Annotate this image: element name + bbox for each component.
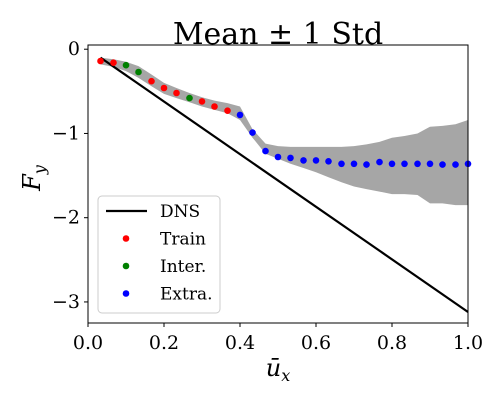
y-axis-label-main: F [18,173,46,192]
series-line-dns [99,56,469,313]
plot-area [97,56,472,313]
x-tick-label: 0.2 [149,332,179,354]
point-extra [236,111,244,119]
point-train [110,59,117,66]
x-tick-label: 0.6 [301,332,331,354]
y-axis-label: Fy [18,164,49,192]
x-axis-label-main: ū [266,354,281,382]
x-axis-label-subscript: x [281,366,290,385]
std-band [100,57,468,206]
y-axis-ticks: 0 −1 −2 −3 [52,38,88,313]
point-extra [376,158,383,166]
x-tick-label: 0.4 [225,332,255,354]
y-tick-label: −3 [52,291,80,313]
axes-frame [87,44,469,324]
legend-swatch-inter [122,262,130,270]
point-train [148,77,155,85]
point-extra [274,153,282,161]
point-extra [388,160,396,168]
point-train [173,89,180,97]
point-extra [439,161,446,168]
x-tick-label: 0.0 [73,332,103,354]
legend: DNS Train Inter. Extra. [97,195,221,314]
point-train [224,107,231,114]
legend-box [97,195,221,314]
point-extra [325,158,332,165]
point-extra [262,147,269,155]
point-train [97,57,104,65]
chart-title: Mean ± 1 Std [173,17,383,52]
x-tick-label: 0.8 [377,332,407,354]
point-extra [312,157,320,164]
legend-label-train: Train [160,230,206,250]
point-extra [350,160,358,168]
point-extra [363,161,370,168]
point-extra [287,154,294,162]
x-axis-label: ūx [266,354,291,385]
legend-swatch-extra [122,290,130,297]
point-extra [338,160,345,168]
x-tick-label: 1.0 [453,332,483,354]
point-inter [135,68,142,76]
y-tick-label: −2 [52,207,80,229]
point-train [198,98,206,105]
legend-entries: DNS Train Inter. Extra. [106,202,213,305]
legend-swatch-train [122,235,130,242]
point-extra [401,160,408,168]
point-extra [300,157,307,164]
legend-label-inter: Inter. [160,257,206,277]
legend-label-dns: DNS [160,202,200,222]
point-train [160,84,168,92]
point-inter [122,61,130,69]
point-extra [249,129,256,136]
point-extra [426,160,434,168]
point-layer [97,57,472,168]
legend-label-extra: Extra. [160,285,213,305]
x-axis-ticks: 0.0 0.2 0.4 0.6 0.8 1.0 [73,323,483,354]
point-inter [186,94,193,102]
y-tick-label: −1 [52,122,80,144]
point-extra [414,160,421,168]
line-layer [99,56,469,313]
point-extra [452,161,459,168]
y-axis-label-subscript: y [30,164,49,175]
std-band-layer [100,57,468,206]
y-tick-label: 0 [68,38,80,60]
point-train [211,103,218,110]
